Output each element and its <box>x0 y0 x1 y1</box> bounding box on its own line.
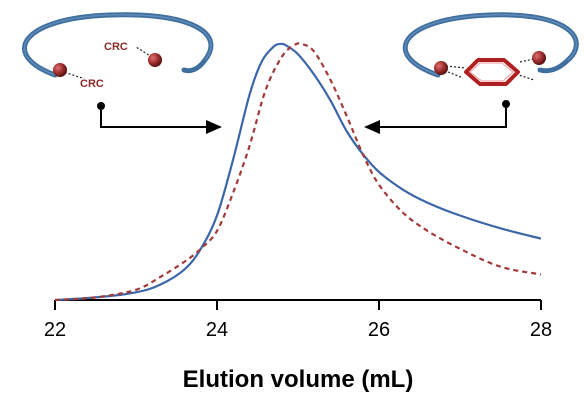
benzene-ring-icon <box>464 58 520 86</box>
ring-bond-right <box>519 58 535 63</box>
crc-label-b: CRC <box>104 41 128 53</box>
ring-bond-left <box>445 65 467 69</box>
end-bead-left-a <box>53 63 67 77</box>
ring-bond-right-2 <box>515 73 535 81</box>
end-bead-right-a <box>434 61 448 75</box>
x-tick-label-22: 22 <box>44 319 66 341</box>
x-tick-label-24: 24 <box>206 319 228 341</box>
ring-bond-left-2 <box>447 71 464 79</box>
series-line-dashed <box>54 42 542 302</box>
polymer-chain-left-shadow <box>23 14 212 76</box>
x-tick-label-28: 28 <box>530 319 552 341</box>
end-bead-right-b <box>532 51 546 65</box>
cyclized-polymer-benzene-icon <box>364 12 579 134</box>
arrow-head-right <box>206 120 222 134</box>
polymer-chain-right-shadow <box>404 14 578 76</box>
x-axis: 22 24 26 28 Elution volume (mL) <box>44 299 552 393</box>
x-tick-label-26: 26 <box>368 319 390 341</box>
arrow-head-left <box>364 120 380 134</box>
crc-label-a: CRC <box>80 78 104 90</box>
crc-bond-left-b <box>135 46 153 58</box>
series-group <box>54 42 542 302</box>
benzene-ring-inner <box>469 62 514 82</box>
series-line-solid <box>54 42 542 302</box>
linear-polymer-crc-ends-icon: CRC CRC <box>22 12 222 134</box>
end-bead-left-b <box>148 53 162 67</box>
x-axis-ticks: 22 24 26 28 <box>44 300 552 341</box>
x-axis-title: Elution volume (mL) <box>183 366 414 393</box>
